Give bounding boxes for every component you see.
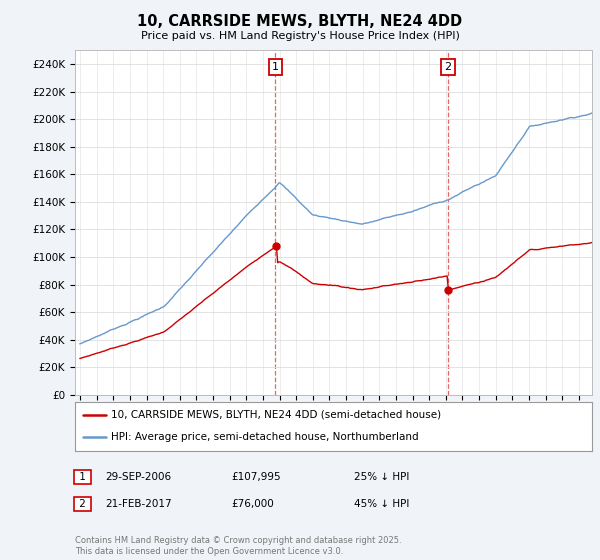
Text: 10, CARRSIDE MEWS, BLYTH, NE24 4DD (semi-detached house): 10, CARRSIDE MEWS, BLYTH, NE24 4DD (semi… (111, 410, 442, 420)
Text: 2: 2 (76, 499, 89, 509)
Text: 29-SEP-2006: 29-SEP-2006 (105, 472, 171, 482)
Text: £107,995: £107,995 (231, 472, 281, 482)
Text: 21-FEB-2017: 21-FEB-2017 (105, 499, 172, 509)
Text: HPI: Average price, semi-detached house, Northumberland: HPI: Average price, semi-detached house,… (111, 432, 419, 442)
Text: £76,000: £76,000 (231, 499, 274, 509)
Text: 10, CARRSIDE MEWS, BLYTH, NE24 4DD: 10, CARRSIDE MEWS, BLYTH, NE24 4DD (137, 14, 463, 29)
Text: 1: 1 (76, 472, 89, 482)
Text: 45% ↓ HPI: 45% ↓ HPI (354, 499, 409, 509)
Text: 25% ↓ HPI: 25% ↓ HPI (354, 472, 409, 482)
Text: 2: 2 (444, 62, 451, 72)
Text: Contains HM Land Registry data © Crown copyright and database right 2025.
This d: Contains HM Land Registry data © Crown c… (75, 536, 401, 556)
Text: 1: 1 (272, 62, 279, 72)
Text: Price paid vs. HM Land Registry's House Price Index (HPI): Price paid vs. HM Land Registry's House … (140, 31, 460, 41)
